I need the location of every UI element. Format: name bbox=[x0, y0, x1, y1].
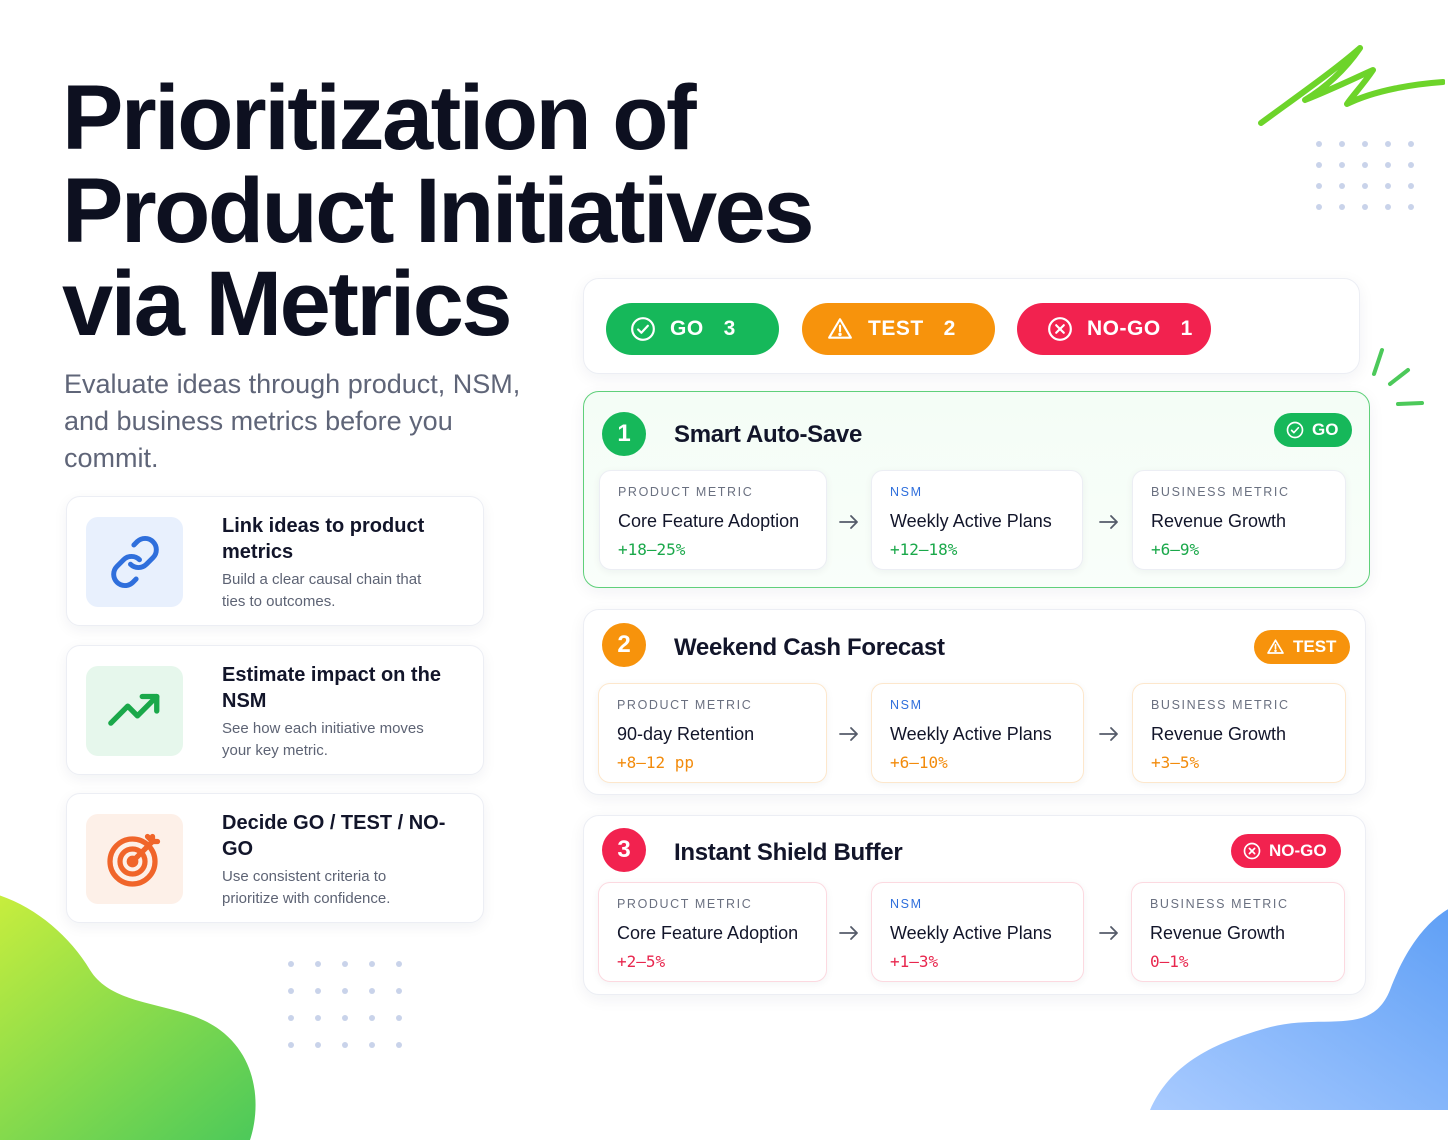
status-badge: NO-GO bbox=[1231, 834, 1341, 868]
page-subtitle: Evaluate ideas through product, NSM, and… bbox=[64, 369, 521, 473]
metric-type: NSM bbox=[890, 485, 923, 499]
metric-name: Weekly Active Plans bbox=[890, 511, 1052, 531]
metric-value: 0–1% bbox=[1150, 952, 1189, 971]
status-badge: GO bbox=[1274, 413, 1353, 447]
nsm-metric-card: NSM Weekly Active Plans +6–10% bbox=[871, 683, 1084, 783]
arrow-right-icon bbox=[839, 926, 858, 940]
feature-description: See how each initiative moves your key m… bbox=[222, 720, 424, 759]
metric-name: Core Feature Adoption bbox=[617, 923, 799, 943]
metric-value: +6–10% bbox=[890, 753, 948, 772]
x-circle-icon bbox=[1243, 842, 1261, 860]
status-badge-label: NO-GO bbox=[1269, 841, 1327, 860]
title-line: Product Initiatives bbox=[62, 160, 815, 262]
metric-value: +3–5% bbox=[1151, 753, 1200, 772]
pill-label: NO-GO bbox=[1087, 317, 1161, 340]
pill-count: 2 bbox=[943, 317, 956, 340]
metric-value: +1–3% bbox=[890, 952, 939, 971]
arrow-right-icon bbox=[1099, 926, 1118, 940]
metric-value: +12–18% bbox=[890, 540, 958, 559]
initiative-number: 1 bbox=[602, 412, 646, 456]
arrow-right-icon bbox=[1099, 727, 1118, 741]
metric-name: 90-day Retention bbox=[617, 724, 755, 744]
status-badge: TEST bbox=[1254, 630, 1351, 664]
warning-icon bbox=[1267, 639, 1284, 654]
pill-count: 3 bbox=[723, 317, 736, 340]
business-metric-card: BUSINESS METRIC Revenue Growth +3–5% bbox=[1132, 683, 1346, 783]
sparkle-decoration bbox=[1372, 348, 1424, 406]
arrow-right-icon bbox=[839, 515, 858, 529]
nsm-metric-card: NSM Weekly Active Plans +12–18% bbox=[871, 470, 1083, 570]
pill-label: TEST bbox=[868, 317, 924, 340]
link-icon bbox=[86, 517, 183, 607]
status-badge-label: TEST bbox=[1293, 637, 1337, 656]
initiative-name: Instant Shield Buffer bbox=[674, 839, 903, 866]
initiative-name: Smart Auto-Save bbox=[674, 421, 862, 448]
metric-type: PRODUCT METRIC bbox=[617, 698, 753, 712]
dot-grid-decoration bbox=[1316, 141, 1414, 210]
x-circle-icon bbox=[1048, 317, 1072, 341]
feature-description: Use consistent criteria to prioritize wi… bbox=[222, 868, 391, 907]
green-blob-decoration bbox=[0, 895, 256, 1140]
test-summary-pill[interactable]: TEST 2 bbox=[802, 303, 995, 355]
arrow-right-icon bbox=[1099, 515, 1118, 529]
check-circle-icon bbox=[1286, 421, 1304, 439]
initiative-card: 2 Weekend Cash Forecast TEST PRODUCT MET… bbox=[583, 609, 1366, 795]
feature-heading: Link ideas to product metrics bbox=[222, 515, 425, 563]
arrow-right-icon bbox=[839, 727, 858, 741]
feature-card-decide: Decide GO / TEST / NO-GO Use consistent … bbox=[66, 793, 484, 923]
metric-value: +8–12 pp bbox=[617, 753, 695, 772]
status-badge-label: GO bbox=[1312, 420, 1339, 439]
go-summary-pill[interactable]: GO 3 bbox=[606, 303, 779, 355]
trending-up-icon bbox=[86, 666, 183, 756]
status-summary: GO 3 TEST 2 NO-GO 1 bbox=[583, 278, 1360, 374]
initiative-card: 1 Smart Auto-Save GO PRODUCT METRIC Core… bbox=[583, 391, 1370, 588]
feature-heading: Estimate impact on the NSM bbox=[222, 664, 441, 712]
metric-type: BUSINESS METRIC bbox=[1151, 485, 1290, 499]
metric-type: BUSINESS METRIC bbox=[1150, 897, 1289, 911]
nogo-summary-pill[interactable]: NO-GO 1 bbox=[1017, 303, 1211, 355]
business-metric-card: BUSINESS METRIC Revenue Growth +6–9% bbox=[1132, 470, 1346, 570]
metric-value: +18–25% bbox=[618, 540, 686, 559]
metric-name: Revenue Growth bbox=[1150, 923, 1286, 943]
feature-card-nsm: Estimate impact on the NSM See how each … bbox=[66, 645, 484, 775]
metric-name: Weekly Active Plans bbox=[890, 724, 1052, 744]
initiative-number: 3 bbox=[602, 828, 646, 872]
product-metric-card: PRODUCT METRIC Core Feature Adoption +2–… bbox=[598, 882, 827, 982]
product-metric-card: PRODUCT METRIC 90-day Retention +8–12 pp bbox=[598, 683, 827, 783]
nsm-metric-card: NSM Weekly Active Plans +1–3% bbox=[871, 882, 1084, 982]
squiggle-decoration bbox=[1258, 45, 1445, 126]
title-line: via Metrics bbox=[62, 253, 513, 355]
metric-name: Core Feature Adoption bbox=[618, 511, 800, 531]
initiative-card: 3 Instant Shield Buffer NO-GO PRODUCT ME… bbox=[583, 815, 1366, 995]
metric-name: Revenue Growth bbox=[1151, 724, 1287, 744]
initiative-name: Weekend Cash Forecast bbox=[674, 634, 945, 661]
product-metric-card: PRODUCT METRIC Core Feature Adoption +18… bbox=[599, 470, 827, 570]
metric-value: +2–5% bbox=[617, 952, 666, 971]
metric-type: PRODUCT METRIC bbox=[617, 897, 753, 911]
page-title: Prioritization of Product Initiatives vi… bbox=[62, 72, 815, 351]
metric-type: NSM bbox=[890, 698, 923, 712]
check-circle-icon bbox=[631, 317, 655, 341]
metric-type: PRODUCT METRIC bbox=[618, 485, 754, 499]
metric-type: BUSINESS METRIC bbox=[1151, 698, 1290, 712]
pill-label: GO bbox=[670, 317, 704, 340]
title-line: Prioritization of bbox=[62, 67, 697, 169]
target-icon bbox=[86, 814, 183, 904]
metric-value: +6–9% bbox=[1151, 540, 1200, 559]
metric-name: Revenue Growth bbox=[1151, 511, 1287, 531]
pill-count: 1 bbox=[1180, 317, 1193, 340]
feature-description: Build a clear causal chain that ties to … bbox=[222, 571, 422, 610]
metric-name: Weekly Active Plans bbox=[890, 923, 1052, 943]
business-metric-card: BUSINESS METRIC Revenue Growth 0–1% bbox=[1131, 882, 1345, 982]
dot-grid-decoration bbox=[288, 961, 402, 1048]
initiative-number: 2 bbox=[602, 623, 646, 667]
feature-card-link: Link ideas to product metrics Build a cl… bbox=[66, 496, 484, 626]
blue-blob-decoration bbox=[1150, 909, 1448, 1110]
metric-type: NSM bbox=[890, 897, 923, 911]
feature-heading: Decide GO / TEST / NO-GO bbox=[222, 812, 446, 860]
warning-icon bbox=[828, 318, 852, 339]
